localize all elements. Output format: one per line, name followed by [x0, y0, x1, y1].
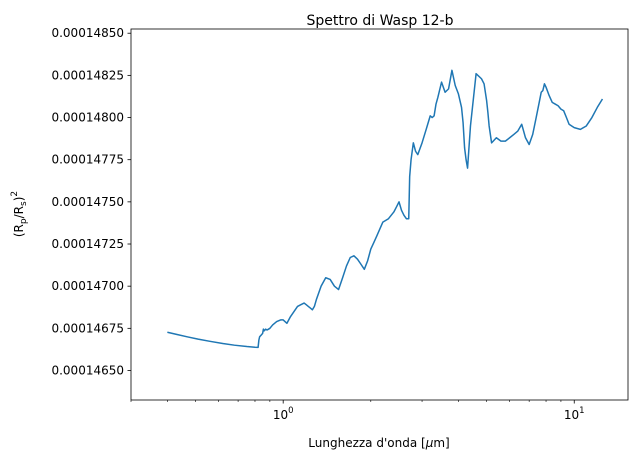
y-axis-label-exp: 2 [10, 191, 20, 197]
x-tick-label: 101 [564, 406, 585, 422]
chart-title: Spettro di Wasp 12-b [307, 13, 454, 29]
y-tick-label: 0.00014800 [51, 111, 124, 125]
x-axis-label: Lunghezza d'onda [μm] [308, 436, 449, 450]
x-axis-label-mu: μ [425, 436, 434, 450]
y-tick-label: 0.00014850 [51, 26, 124, 40]
y-axis-label-close: ) [12, 197, 26, 202]
y-axis-label-open: (R [12, 224, 26, 237]
y-axis-ticks: 0.00014650 0.00014675 0.00014700 0.00014725… [51, 26, 131, 377]
y-axis-label-sub-p: p [19, 218, 29, 224]
y-tick-label: 0.00014725 [51, 237, 124, 251]
y-axis-label-mid: /R [12, 206, 26, 218]
y-tick-label: 0.00014775 [51, 153, 124, 167]
y-tick-label: 0.00014750 [51, 195, 124, 209]
x-axis-label-text: Lunghezza d'onda [ [308, 436, 425, 450]
y-axis-label: (Rp/Rs)2 [10, 191, 29, 237]
y-tick-label: 0.00014825 [51, 68, 124, 82]
y-tick-label: 0.00014675 [51, 321, 124, 335]
y-tick-label: 0.00014650 [51, 363, 124, 377]
x-axis-ticks: 100 101 [273, 400, 585, 422]
x-tick-label: 100 [273, 406, 294, 422]
series-line-1 [167, 69, 604, 349]
plot-frame [130, 28, 629, 401]
x-axis-label-tail: m] [433, 436, 449, 450]
y-axis-label-sub-s: s [19, 201, 29, 206]
y-tick-label: 0.00014700 [51, 279, 124, 293]
series-layer [167, 69, 604, 349]
